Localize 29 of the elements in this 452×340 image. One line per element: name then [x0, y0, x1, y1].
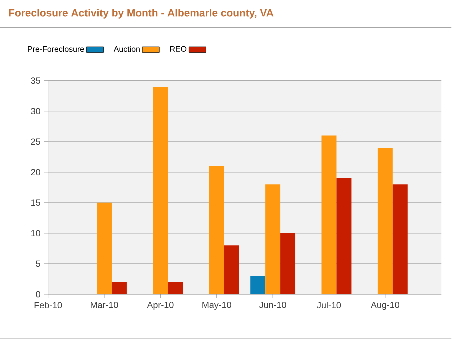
bar [280, 233, 296, 294]
bar [392, 184, 408, 294]
y-tick-label: 35 [31, 77, 40, 84]
y-tick-label: 10 [32, 230, 40, 236]
y-tick-label: 25 [31, 138, 40, 145]
bar [153, 86, 168, 294]
bar [336, 178, 352, 294]
bar [250, 276, 266, 294]
bar [224, 245, 240, 294]
y-tick-label: 15 [32, 200, 40, 206]
x-tick-label: Mar-10 [91, 302, 118, 308]
y-tick-label: 5 [36, 260, 40, 267]
x-tick-label: May-10 [202, 302, 232, 310]
x-tick-label: Apr-10 [147, 302, 174, 310]
y-tick-label: 30 [31, 108, 40, 114]
bar [112, 282, 127, 294]
bar [209, 166, 224, 294]
chart-title: Foreclosure Activity by Month - Albemarle county, VA [9, 8, 274, 19]
y-tick-label: 0 [36, 291, 40, 298]
y-tick-label: 20 [31, 169, 40, 176]
x-tick-label: Jul-10 [317, 302, 342, 308]
x-tick-label: Feb-10 [34, 302, 62, 308]
x-tick-label: Jun-10 [260, 302, 286, 308]
bar [322, 136, 337, 294]
x-tick-label: Aug-10 [371, 302, 400, 310]
bar [168, 282, 184, 294]
bar [266, 184, 281, 294]
bar [378, 148, 393, 294]
bar [97, 202, 112, 294]
